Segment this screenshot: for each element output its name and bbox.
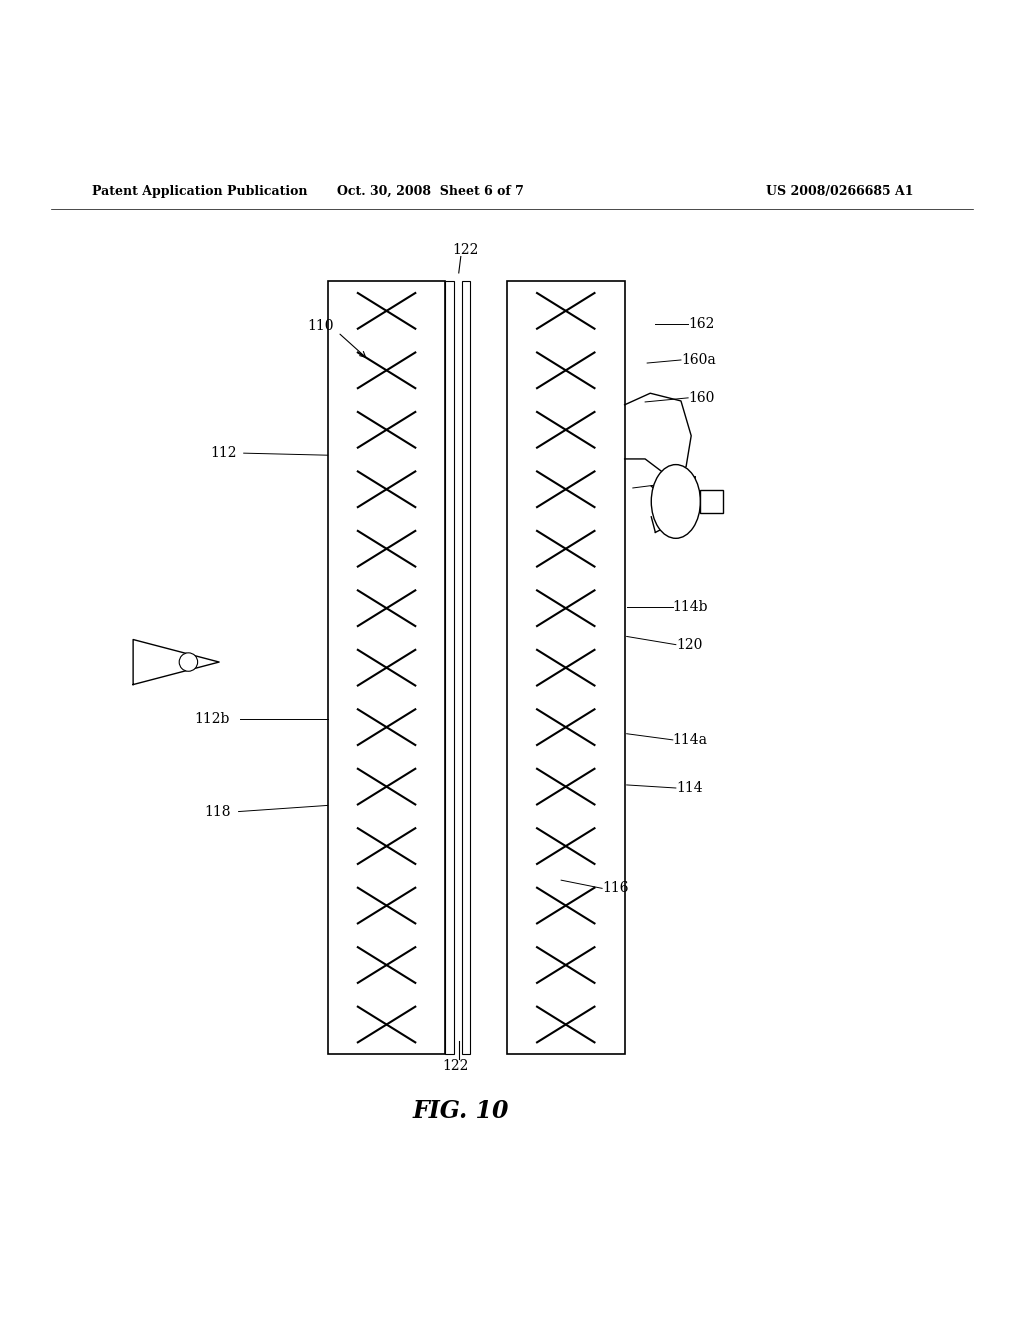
Text: 122: 122 [442, 1059, 469, 1073]
Bar [328, 281, 445, 1055]
Text: 120: 120 [676, 638, 702, 652]
Text: 114a: 114a [673, 733, 708, 747]
Ellipse shape [651, 465, 700, 539]
Text: 162: 162 [688, 317, 715, 331]
Circle shape [179, 653, 198, 672]
Text: FIG. 10: FIG. 10 [413, 1098, 509, 1122]
Text: 122: 122 [453, 243, 479, 257]
Text: US 2008/0266685 A1: US 2008/0266685 A1 [766, 185, 913, 198]
Bar [462, 281, 470, 1055]
Text: 114b: 114b [673, 599, 709, 614]
Bar [700, 490, 723, 512]
Text: 160: 160 [688, 391, 715, 405]
Text: 164: 164 [673, 475, 699, 490]
Text: Patent Application Publication: Patent Application Publication [92, 185, 307, 198]
Text: 118: 118 [205, 805, 231, 818]
Bar [507, 281, 625, 1055]
Text: 116: 116 [602, 882, 629, 895]
Text: 112b: 112b [195, 713, 230, 726]
Bar [445, 281, 454, 1055]
Text: 110: 110 [307, 319, 334, 333]
Text: 112: 112 [210, 446, 237, 461]
Text: 114: 114 [676, 781, 702, 795]
Text: 160a: 160a [681, 352, 716, 367]
Text: Oct. 30, 2008  Sheet 6 of 7: Oct. 30, 2008 Sheet 6 of 7 [337, 185, 523, 198]
